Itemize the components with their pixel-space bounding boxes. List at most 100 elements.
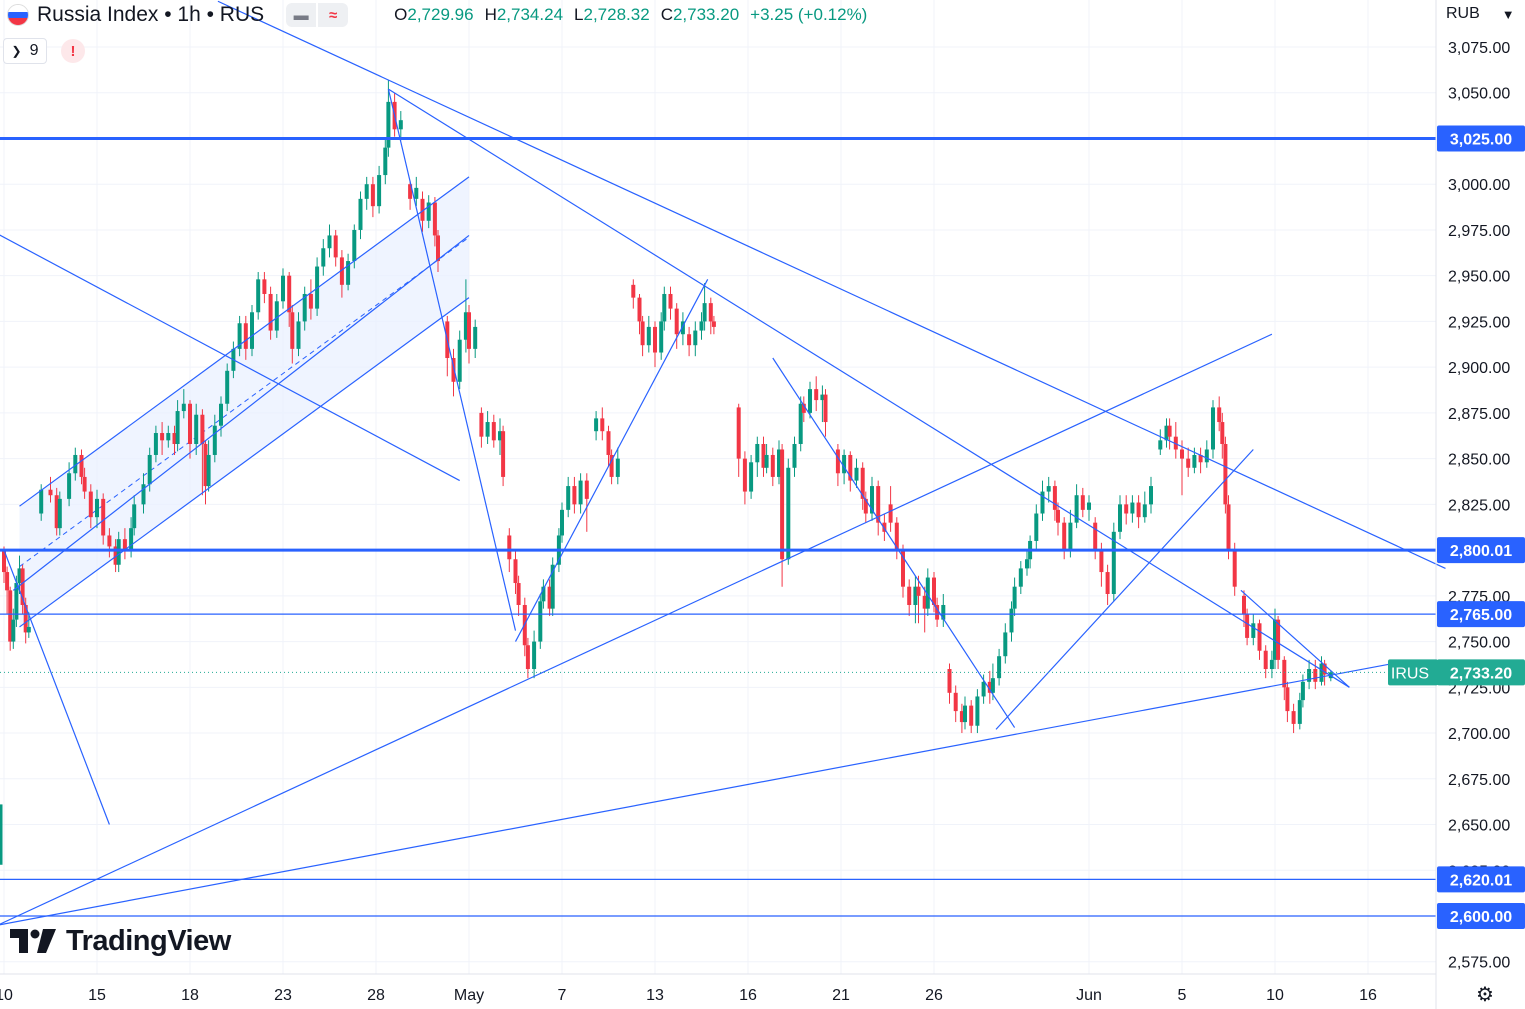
candle-body xyxy=(1164,425,1169,441)
candle xyxy=(764,443,769,474)
candle xyxy=(777,440,781,485)
trend-line[interactable] xyxy=(3,549,110,825)
trend-line[interactable] xyxy=(772,357,1016,728)
candle xyxy=(237,315,242,357)
chart-mode-pills[interactable]: ▬ ≈ xyxy=(286,3,349,27)
candle-body xyxy=(2,550,6,573)
candle-body xyxy=(786,467,791,560)
symbol-title[interactable]: Russia Index • 1h • RUS xyxy=(37,3,265,26)
candle xyxy=(17,555,22,595)
candle-body xyxy=(842,454,847,474)
candle-body xyxy=(281,275,285,302)
candle-body xyxy=(107,535,112,547)
candle xyxy=(398,111,403,141)
chevron-down-icon[interactable]: ❯ xyxy=(11,44,22,58)
candle xyxy=(73,447,78,481)
candle-body xyxy=(1180,449,1184,459)
candle xyxy=(1074,484,1079,529)
candle xyxy=(1080,487,1085,518)
time-tick-label: 23 xyxy=(274,987,292,1004)
time-tick-label: 13 xyxy=(646,987,664,1004)
candle-body xyxy=(160,433,165,441)
currency-selector[interactable]: RUB ▼ xyxy=(1436,0,1525,28)
candle-body xyxy=(550,564,555,609)
trend-line[interactable] xyxy=(1240,589,1350,688)
trend-line[interactable] xyxy=(995,449,1254,730)
candle-body xyxy=(141,484,146,505)
candle-body xyxy=(1018,568,1023,587)
candle xyxy=(876,480,881,536)
candle-body xyxy=(1300,681,1305,701)
candle-body xyxy=(243,323,248,349)
trend-line[interactable] xyxy=(19,297,470,628)
time-axis[interactable]: 10 15 18 23 28 May 7 13 16 21 26 Jun 5 10 16 xyxy=(0,987,1377,1004)
candle xyxy=(1052,480,1057,521)
candle xyxy=(1158,429,1163,455)
indicators-toggle[interactable]: ❯ 9 xyxy=(3,38,47,64)
trend-line[interactable] xyxy=(19,176,470,507)
price-axis[interactable]: 3,075.00 3,050.00 3,025.00 3,000.00 2,975.00… xyxy=(1448,40,1510,972)
candle xyxy=(600,407,605,441)
candle xyxy=(327,224,332,258)
candle-body xyxy=(467,312,471,349)
candle xyxy=(408,180,413,210)
candle-body xyxy=(296,321,301,349)
wave-icon[interactable]: ≈ xyxy=(318,3,349,27)
candle-body xyxy=(212,425,217,455)
trend-line[interactable] xyxy=(388,88,1350,688)
candle xyxy=(206,440,211,492)
alert-icon[interactable]: ! xyxy=(61,39,85,63)
candle-body xyxy=(600,418,605,432)
trend-line[interactable] xyxy=(0,662,1393,926)
trend-line[interactable] xyxy=(0,221,460,482)
candle-body xyxy=(963,705,967,723)
candle-body xyxy=(352,229,357,262)
currency-label: RUB xyxy=(1446,5,1480,22)
candle-body xyxy=(1124,504,1129,514)
trend-line[interactable] xyxy=(0,333,1273,925)
candle xyxy=(1093,517,1098,560)
candle-body xyxy=(203,443,208,487)
price-tick-label: 3,050.00 xyxy=(1448,86,1510,103)
candle xyxy=(14,575,19,627)
trend-line[interactable] xyxy=(217,0,1446,569)
candle-body xyxy=(1223,443,1228,505)
candle xyxy=(1149,476,1153,514)
logo-text: TradingView xyxy=(66,924,231,957)
candle xyxy=(941,594,946,627)
candle xyxy=(166,425,171,448)
candle xyxy=(1217,396,1222,432)
settings-gear-icon[interactable]: ⚙ xyxy=(1476,983,1494,1006)
candle-body xyxy=(11,619,16,642)
trend-line[interactable] xyxy=(12,234,470,591)
candle-body xyxy=(507,535,512,560)
trend-lines xyxy=(0,0,1446,926)
candle-body xyxy=(274,301,279,331)
trend-line[interactable] xyxy=(514,279,709,642)
candle-body xyxy=(1046,486,1051,492)
candle xyxy=(823,389,828,437)
candle-body xyxy=(129,528,134,551)
candle-body xyxy=(250,312,254,349)
trend-line[interactable] xyxy=(387,88,517,631)
candle xyxy=(268,286,273,340)
candle xyxy=(256,272,261,320)
candle-body xyxy=(346,261,351,285)
candle xyxy=(801,396,806,423)
candle-body xyxy=(17,568,22,584)
minus-icon[interactable]: ▬ xyxy=(286,3,317,27)
candle-body xyxy=(990,678,995,693)
candle-body xyxy=(188,403,192,444)
candle xyxy=(987,670,992,704)
candle xyxy=(219,396,223,437)
candle-body xyxy=(302,293,307,322)
open-key: O xyxy=(394,5,408,24)
candle xyxy=(1186,447,1191,477)
candle-body xyxy=(79,454,84,477)
candle-body xyxy=(194,414,199,444)
candle-body xyxy=(57,498,62,529)
channel-midline xyxy=(19,236,470,567)
candle-body xyxy=(463,312,468,340)
candle xyxy=(1164,418,1169,448)
